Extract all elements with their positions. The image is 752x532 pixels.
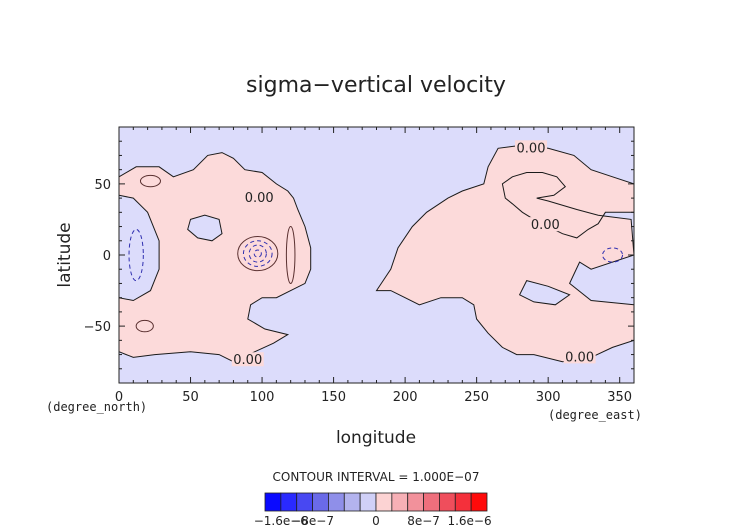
- colorbar-tick-label-2: −8e−7: [291, 514, 334, 528]
- contour-line-8: [139, 174, 161, 188]
- colorbar-swatch-7: [359, 492, 377, 512]
- colorbar-swatch-11: [423, 492, 440, 512]
- contour-label-5: 0.00: [565, 350, 594, 365]
- x-tick-label-350: 350: [607, 390, 632, 405]
- x-tick-label-0: 0: [115, 390, 123, 405]
- contour-line-2: [242, 240, 273, 267]
- colorbar-swatch-1: [264, 492, 282, 512]
- contour-interval-note: CONTOUR INTERVAL = 1.000E−07: [273, 470, 480, 484]
- contour-line-5: [128, 228, 144, 282]
- colorbar-swatch-2: [280, 492, 298, 512]
- colorbar-swatch-10: [407, 492, 424, 512]
- colorbar-swatch-5: [328, 492, 345, 512]
- x-tick-label-150: 150: [321, 390, 346, 405]
- colorbar: −1.6e−6−8e−7 0 8e−7 1.6e−6: [254, 492, 492, 528]
- y-tick-label-0: 0: [103, 249, 111, 264]
- x-axis-label: longitude: [336, 428, 416, 448]
- x-tick-label-50: 50: [182, 390, 199, 405]
- colorbar-swatch-13: [454, 492, 472, 512]
- contour-label-3: 0.00: [531, 218, 560, 233]
- contour-label-2: 0.00: [517, 141, 546, 156]
- y-axis-label: latitude: [55, 222, 75, 287]
- contour-line-1: [237, 236, 279, 272]
- plot-area: 0.00 0.00 0.00 0.00 0.00 0 50 100 150 200 250 300 35…: [84, 126, 635, 405]
- colorbar-tick-label-1: −1.6e−6: [254, 514, 308, 528]
- negative-region-pacific-south-gap: [518, 280, 571, 306]
- contour-line-7: [135, 319, 154, 333]
- x-tick-label-100: 100: [250, 390, 275, 405]
- colorbar-swatch-8: [375, 492, 393, 512]
- negative-region-mediterranean-gap: [187, 214, 223, 242]
- contour-line-4: [253, 249, 262, 258]
- y-tick-label--50: −50: [84, 320, 111, 335]
- contour-line-9: [285, 226, 296, 284]
- contour-line-6: [602, 247, 624, 263]
- positive-region-western-africa-europe: [119, 152, 312, 363]
- colorbar-tick-label-3: 0: [372, 514, 380, 528]
- x-tick-label-200: 200: [393, 390, 418, 405]
- colorbar-swatch-4: [312, 492, 329, 512]
- colorbar-swatch-12: [439, 492, 456, 512]
- y-tick-label-50: 50: [94, 178, 111, 193]
- colorbar-tick-label-5: 1.6e−6: [447, 514, 491, 528]
- contour-label-4: 0.00: [233, 353, 262, 368]
- colorbar-swatch-6: [343, 492, 361, 512]
- chart-title: sigma−vertical velocity: [246, 73, 506, 98]
- y-unit-label: (degree_north): [46, 400, 147, 414]
- colorbar-swatch-3: [296, 492, 313, 512]
- x-tick-label-250: 250: [464, 390, 489, 405]
- contour-label-1: 0.00: [245, 191, 274, 206]
- colorbar-swatch-9: [391, 492, 409, 512]
- x-tick-label-300: 300: [536, 390, 561, 405]
- colorbar-tick-label-4: 8e−7: [407, 514, 440, 528]
- x-unit-label: (degree_east): [548, 408, 642, 422]
- colorbar-swatch-14: [470, 492, 488, 512]
